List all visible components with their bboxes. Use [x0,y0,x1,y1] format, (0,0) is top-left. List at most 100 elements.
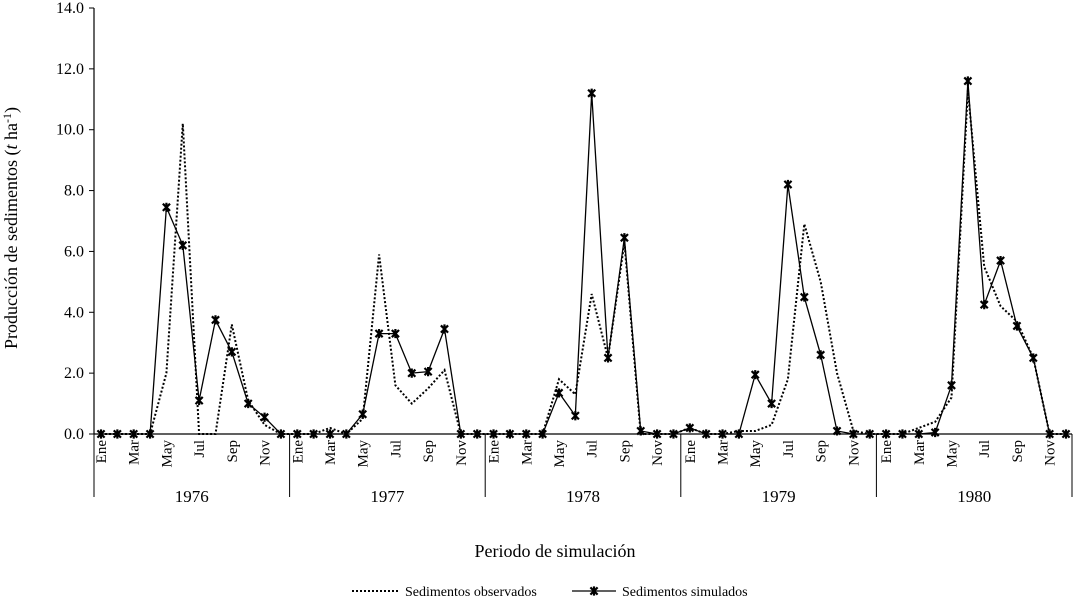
month-label: Nov [846,440,862,466]
y-tick-label: 6.0 [64,243,84,260]
simulated-point [374,328,384,339]
y-tick-label: 14.0 [56,0,84,17]
month-label: Ene [94,440,110,464]
month-label: Ene [683,440,699,464]
simulated-point [505,429,515,439]
simulated-point [325,429,335,439]
month-label: May [748,440,764,468]
month-label: Sep [617,440,633,463]
simulated-point [554,388,564,398]
month-label: Mar [716,440,732,465]
legend-observed-label: Sedimentos observados [405,585,537,596]
simulated-point [832,426,842,436]
month-label: Nov [258,440,274,466]
y-tick-label: 12.0 [56,61,84,78]
month-label: Nov [650,440,666,466]
simulated-point [652,429,662,439]
month-label: Jul [977,440,993,458]
simulated-point [750,370,760,380]
simulated-point [227,347,237,357]
y-tick-label: 0.0 [64,426,84,443]
legend-simulated-marker [589,586,599,596]
simulated-point [718,429,727,439]
simulated-point [178,240,188,250]
x-axis-title: Periodo de simulación [475,541,636,561]
y-axis-title: Producción de sedimentos (t ha-1) [0,107,22,349]
month-label: Mar [912,440,928,465]
year-label: 1977 [370,487,405,506]
month-label: Jul [388,440,404,458]
simulated-point [1061,429,1071,439]
y-tick-label: 8.0 [64,183,84,200]
simulated-point [881,429,891,439]
series-layer [96,76,1071,439]
simulated-point [211,315,220,325]
simulated-point [489,429,498,439]
simulated-series-line [101,80,1066,435]
month-label: May [356,440,372,468]
y-axis-title-suffix: ) [1,107,22,113]
simulated-point [129,429,139,439]
y-axis: 0.0 2.0 4.0 6.0 8.0 10.0 12.0 14.0 [56,0,95,443]
month-label: Sep [421,440,437,463]
simulated-point [685,423,695,433]
simulated-point [391,328,400,339]
simulated-point [292,429,302,439]
simulated-point [589,586,599,596]
simulated-point [341,429,351,439]
simulated-point [440,324,449,334]
simulated-point [423,367,433,377]
simulated-point [472,429,482,439]
simulated-point [767,398,776,409]
simulated-point [865,429,875,439]
y-axis-title-prefix: Producción de sedimentos ( [1,150,22,349]
month-label: May [159,440,175,468]
simulated-point [979,300,989,310]
month-label: Mar [127,440,143,465]
y-axis-title-unit: ha [1,123,21,145]
simulated-point [587,88,597,98]
simulated-point [570,411,580,421]
simulated-point [521,429,531,439]
simulated-point [407,368,417,378]
y-axis-title-italic: t [1,144,21,150]
simulated-point [276,429,286,439]
simulated-point [603,353,613,363]
year-label: 1979 [762,487,796,506]
y-tick-label: 4.0 [64,304,84,321]
month-label: May [945,440,961,468]
y-tick-label: 2.0 [64,365,84,382]
month-label: Nov [1043,440,1059,466]
x-axis: 1976 Ene Mar May Jul Sep Nov 1977 Ene Mar May Jul Se… [93,433,1073,506]
simulated-point [963,76,973,86]
year-label: 1978 [566,487,600,506]
month-label: Nov [454,440,470,466]
month-label: Sep [1010,440,1026,463]
simulated-point [112,429,122,439]
year-label: 1980 [957,487,991,506]
month-label: Ene [879,440,895,464]
simulated-point [848,429,858,439]
simulated-point [309,429,319,439]
month-label: Sep [814,440,830,463]
y-axis-title-sup: -1 [0,113,14,123]
simulated-point [734,429,744,439]
month-label: Mar [323,440,339,465]
simulated-point [260,412,269,422]
observed-series-line [101,90,1066,436]
simulated-point [145,429,155,439]
simulated-point [1028,353,1038,363]
simulated-point [898,429,907,439]
simulated-point [636,426,646,436]
month-label: Mar [519,440,535,465]
simulated-point [538,429,547,439]
simulated-point [996,255,1005,266]
simulated-point [914,429,924,439]
year-label: 1976 [175,487,209,506]
simulated-point [1045,429,1055,439]
simulated-point [358,409,368,419]
month-label: Ene [290,440,306,464]
simulated-point [947,380,956,390]
simulated-point [96,429,106,439]
simulated-point [930,427,940,438]
